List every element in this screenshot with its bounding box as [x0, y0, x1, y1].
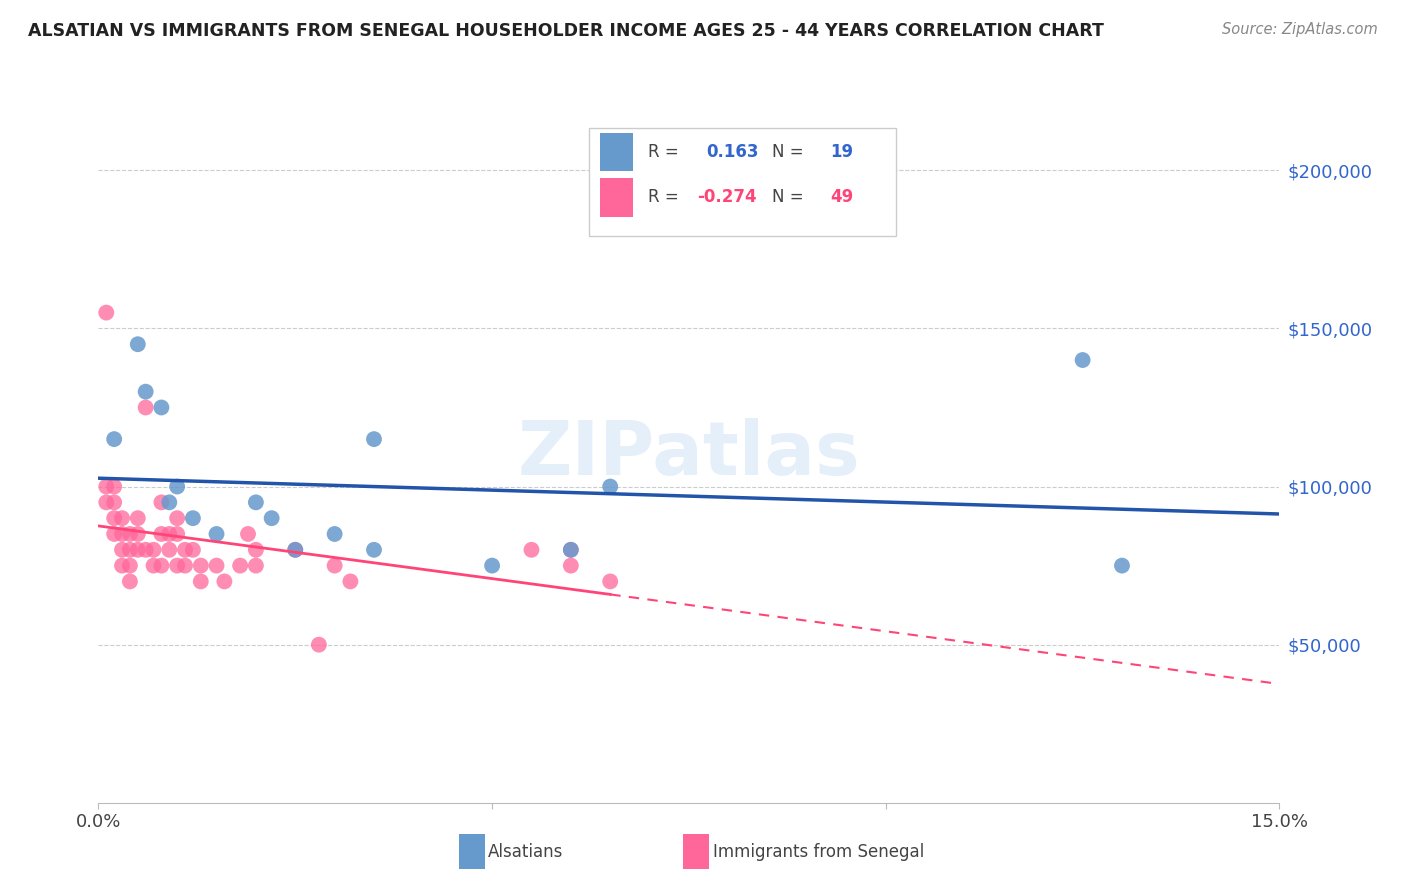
- Point: [339, 574, 361, 589]
- Point: [135, 401, 157, 415]
- Text: ZIPatlas: ZIPatlas: [517, 418, 860, 491]
- Point: [111, 527, 134, 541]
- Point: [520, 542, 543, 557]
- Point: [135, 384, 157, 399]
- Point: [118, 542, 141, 557]
- Point: [174, 558, 197, 573]
- Point: [284, 542, 307, 557]
- Point: [103, 495, 125, 509]
- Point: [599, 479, 621, 493]
- Point: [205, 527, 228, 541]
- Text: ALSATIAN VS IMMIGRANTS FROM SENEGAL HOUSEHOLDER INCOME AGES 25 - 44 YEARS CORREL: ALSATIAN VS IMMIGRANTS FROM SENEGAL HOUS…: [28, 22, 1104, 40]
- Point: [166, 558, 188, 573]
- Point: [150, 558, 173, 573]
- Bar: [600, 178, 634, 217]
- Text: Alsatians: Alsatians: [488, 843, 564, 861]
- Point: [96, 479, 118, 493]
- Text: R =: R =: [648, 144, 678, 161]
- Point: [245, 542, 267, 557]
- Point: [157, 542, 180, 557]
- Point: [308, 638, 330, 652]
- Point: [111, 542, 134, 557]
- Point: [103, 479, 125, 493]
- Point: [260, 511, 283, 525]
- Point: [157, 495, 180, 509]
- Text: 0.163: 0.163: [707, 144, 759, 161]
- Point: [560, 542, 582, 557]
- Point: [205, 558, 228, 573]
- Text: Source: ZipAtlas.com: Source: ZipAtlas.com: [1222, 22, 1378, 37]
- Point: [118, 574, 141, 589]
- Point: [599, 574, 621, 589]
- Point: [150, 401, 173, 415]
- Point: [157, 527, 180, 541]
- Point: [481, 558, 503, 573]
- Point: [150, 495, 173, 509]
- Point: [181, 511, 204, 525]
- Text: Immigrants from Senegal: Immigrants from Senegal: [713, 843, 924, 861]
- Point: [560, 542, 582, 557]
- Point: [150, 527, 173, 541]
- Point: [127, 527, 149, 541]
- Point: [245, 558, 267, 573]
- Point: [127, 337, 149, 351]
- Point: [142, 542, 165, 557]
- Bar: [589, 128, 896, 235]
- Point: [142, 558, 165, 573]
- Point: [96, 305, 118, 319]
- Point: [363, 542, 385, 557]
- Point: [323, 527, 346, 541]
- Point: [118, 527, 141, 541]
- Point: [135, 542, 157, 557]
- Point: [560, 558, 582, 573]
- Point: [363, 432, 385, 446]
- Text: -0.274: -0.274: [697, 188, 756, 206]
- Bar: [600, 133, 634, 171]
- Point: [103, 432, 125, 446]
- Point: [166, 527, 188, 541]
- Point: [1071, 353, 1094, 368]
- Text: R =: R =: [648, 188, 678, 206]
- Point: [166, 479, 188, 493]
- Point: [236, 527, 259, 541]
- Point: [190, 574, 212, 589]
- Point: [214, 574, 236, 589]
- Point: [284, 542, 307, 557]
- Point: [96, 495, 118, 509]
- Point: [1111, 558, 1133, 573]
- Point: [127, 511, 149, 525]
- Text: N =: N =: [772, 188, 803, 206]
- Bar: [458, 834, 485, 869]
- Point: [166, 511, 188, 525]
- Text: N =: N =: [772, 144, 803, 161]
- Text: 49: 49: [831, 188, 853, 206]
- Point: [103, 527, 125, 541]
- Point: [181, 542, 204, 557]
- Point: [111, 558, 134, 573]
- Point: [229, 558, 252, 573]
- Point: [190, 558, 212, 573]
- Point: [111, 511, 134, 525]
- Point: [245, 495, 267, 509]
- Point: [323, 558, 346, 573]
- Point: [103, 511, 125, 525]
- Point: [174, 542, 197, 557]
- Text: 19: 19: [831, 144, 853, 161]
- Point: [118, 558, 141, 573]
- Bar: [683, 834, 709, 869]
- Point: [127, 542, 149, 557]
